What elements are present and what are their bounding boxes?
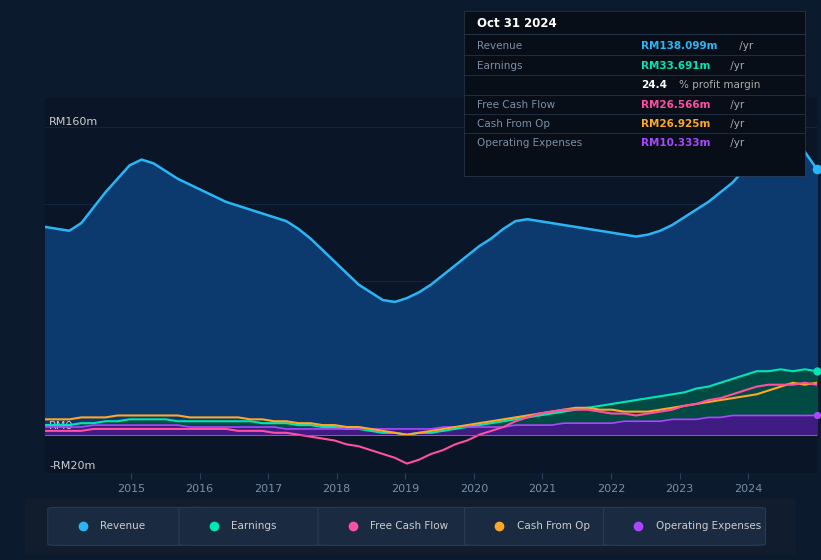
FancyBboxPatch shape (318, 507, 480, 545)
Text: RM10.333m: RM10.333m (641, 138, 710, 148)
Text: Free Cash Flow: Free Cash Flow (370, 521, 448, 531)
Text: RM138.099m: RM138.099m (641, 41, 718, 51)
Text: Oct 31 2024: Oct 31 2024 (478, 17, 557, 30)
Text: /yr: /yr (736, 41, 754, 51)
Text: Earnings: Earnings (478, 60, 523, 71)
Text: Revenue: Revenue (478, 41, 523, 51)
Text: 24.4: 24.4 (641, 80, 667, 90)
Point (810, 367, 821, 376)
Text: Free Cash Flow: Free Cash Flow (478, 100, 556, 110)
Text: Earnings: Earnings (232, 521, 277, 531)
FancyBboxPatch shape (48, 507, 210, 545)
Text: /yr: /yr (727, 100, 744, 110)
Point (810, 411, 821, 420)
Text: Cash From Op: Cash From Op (517, 521, 590, 531)
Text: RM26.566m: RM26.566m (641, 100, 710, 110)
Text: RM0: RM0 (49, 421, 73, 431)
Text: Operating Expenses: Operating Expenses (656, 521, 761, 531)
Text: /yr: /yr (727, 119, 744, 129)
Point (810, 165, 821, 174)
Text: RM26.925m: RM26.925m (641, 119, 710, 129)
Text: -RM20m: -RM20m (49, 461, 95, 472)
Text: RM160m: RM160m (49, 117, 99, 127)
Text: Operating Expenses: Operating Expenses (478, 138, 583, 148)
Text: RM33.691m: RM33.691m (641, 60, 710, 71)
FancyBboxPatch shape (603, 507, 765, 545)
Text: Revenue: Revenue (100, 521, 145, 531)
FancyBboxPatch shape (179, 507, 341, 545)
Text: % profit margin: % profit margin (679, 80, 760, 90)
FancyBboxPatch shape (465, 507, 626, 545)
Text: /yr: /yr (727, 60, 744, 71)
Text: /yr: /yr (727, 138, 744, 148)
Text: Cash From Op: Cash From Op (478, 119, 551, 129)
